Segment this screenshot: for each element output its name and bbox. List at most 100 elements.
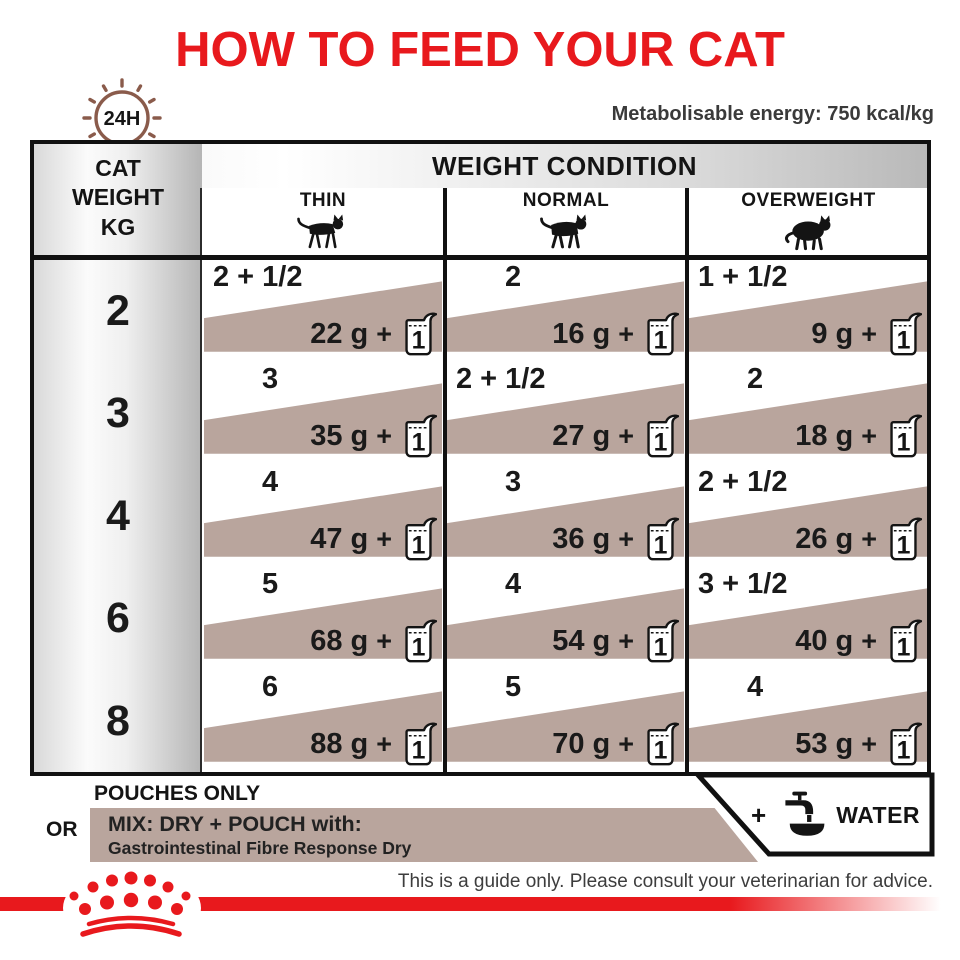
pouch-badge: 1 [897, 328, 911, 355]
grams-value: 88 g [310, 727, 369, 760]
pouches-only-label: POUCHES ONLY [94, 782, 261, 805]
grams-value: 68 g [310, 624, 369, 657]
pouch-icon: 1 [647, 312, 679, 356]
grams-value: 27 g [552, 419, 611, 452]
grams-value: 47 g [310, 522, 369, 555]
pouch-badge: 1 [412, 328, 426, 355]
plus-sign: + [861, 420, 877, 451]
pouch-count: 6 [262, 671, 279, 703]
pouch-count: 3 [505, 466, 522, 498]
pouch-badge: 1 [412, 635, 426, 662]
dry-grams-line: 27 g + 1 [552, 413, 679, 459]
dry-grams-line: 68 g + 1 [310, 618, 437, 664]
pouch-icon: 1 [890, 722, 922, 766]
grams-value: 9 g [811, 317, 854, 350]
pouch-badge: 1 [412, 738, 426, 765]
grams-value: 35 g [310, 419, 369, 452]
pouch-icon: 1 [405, 722, 437, 766]
dry-grams-line: 22 g + 1 [310, 311, 437, 357]
table-row: 8 6 88 g + 1 5 70 g + 1 [34, 670, 927, 772]
disclaimer-text: This is a guide only. Please consult you… [397, 871, 933, 892]
pouch-icon: 1 [890, 619, 922, 663]
pouch-count: 5 [505, 671, 522, 703]
dry-grams-line: 35 g + 1 [310, 413, 437, 459]
plus-sign: + [861, 625, 877, 656]
grams-value: 53 g [795, 727, 854, 760]
plus-sign: + [376, 523, 392, 554]
grams-value: 70 g [552, 727, 611, 760]
dry-grams-line: 70 g + 1 [552, 721, 679, 767]
water-content: + WATER [693, 771, 937, 859]
column-divider [200, 188, 202, 772]
plus-sign: + [618, 728, 634, 759]
pouch-count: 3 [262, 363, 279, 395]
column-label: OVERWEIGHT [741, 190, 876, 211]
plus-sign: + [618, 420, 634, 451]
plus-sign: + [618, 523, 634, 554]
plus-sign: + [376, 420, 392, 451]
grams-value: 18 g [795, 419, 854, 452]
dry-grams-line: 53 g + 1 [795, 721, 922, 767]
pouch-badge: 1 [654, 430, 668, 457]
plus-sign: + [861, 728, 877, 759]
grams-value: 22 g [310, 317, 369, 350]
column-header-normal: NORMAL [448, 190, 684, 256]
dry-grams-line: 36 g + 1 [552, 516, 679, 562]
normal-cat-icon [540, 214, 587, 249]
pouch-count: 2 + 1/2 [213, 261, 303, 293]
grams-value: 54 g [552, 624, 611, 657]
feeding-table: WEIGHT CONDITION CAT WEIGHT KG THIN NORM… [30, 140, 931, 776]
column-divider [443, 188, 447, 772]
weight-kg: 8 [106, 696, 130, 745]
dry-grams-line: 16 g + 1 [552, 311, 679, 357]
pouch-badge: 1 [654, 328, 668, 355]
grams-value: 26 g [795, 522, 854, 555]
pouch-count: 4 [747, 671, 764, 703]
weight-kg: 3 [106, 388, 130, 437]
table-row: 2 2 + 1/2 22 g + 1 2 16 g + 1 [34, 260, 927, 362]
feeding-cell: 3 + 1/2 40 g + 1 [689, 567, 927, 669]
dry-grams-line: 18 g + 1 [795, 413, 922, 459]
pouch-icon: 1 [405, 414, 437, 458]
pouch-badge: 1 [412, 533, 426, 560]
feeding-cell: 4 53 g + 1 [689, 670, 927, 772]
thin-cat-icon [297, 214, 344, 249]
dry-grams-line: 26 g + 1 [795, 516, 922, 562]
table-body-background [202, 188, 927, 772]
mix-band [90, 808, 758, 862]
plus-sign: + [376, 625, 392, 656]
pouch-icon: 1 [890, 312, 922, 356]
water-label: WATER [836, 801, 921, 828]
cat-weight-header: CAT WEIGHT KG [72, 155, 164, 240]
pouch-badge: 1 [897, 430, 911, 457]
mix-subtitle: Gastrointestinal Fibre Response Dry [108, 838, 412, 858]
plus-sign: + [618, 318, 634, 349]
grams-value: 40 g [795, 624, 854, 657]
brand-stripe [0, 897, 960, 911]
feeding-cell: 2 18 g + 1 [689, 362, 927, 464]
pouch-badge: 1 [897, 635, 911, 662]
table-row: 4 4 47 g + 1 3 36 g + 1 [34, 465, 927, 567]
feeding-cell: 2 16 g + 1 [447, 260, 684, 362]
pouch-badge: 1 [412, 430, 426, 457]
pouch-icon: 1 [890, 517, 922, 561]
plus-sign: + [861, 318, 877, 349]
column-divider [685, 188, 689, 772]
water-tap-icon [785, 791, 825, 836]
pouch-icon: 1 [647, 517, 679, 561]
pouch-icon: 1 [405, 619, 437, 663]
weight-kg: 4 [106, 491, 130, 540]
pouch-count: 1 + 1/2 [698, 261, 788, 293]
pouch-count: 2 + 1/2 [698, 466, 788, 498]
clock-label: 24H [104, 108, 141, 130]
table-row: 6 5 68 g + 1 4 54 g + 1 [34, 567, 927, 669]
pouch-count: 3 + 1/2 [698, 568, 788, 600]
plus-sign: + [618, 625, 634, 656]
feeding-cell: 2 + 1/2 22 g + 1 [204, 260, 442, 362]
pouch-count: 4 [505, 568, 522, 600]
feeding-cell: 5 70 g + 1 [447, 670, 684, 772]
column-header-overweight: OVERWEIGHT [690, 190, 927, 256]
dry-grams-line: 9 g + 1 [811, 311, 922, 357]
pouch-badge: 1 [897, 738, 911, 765]
